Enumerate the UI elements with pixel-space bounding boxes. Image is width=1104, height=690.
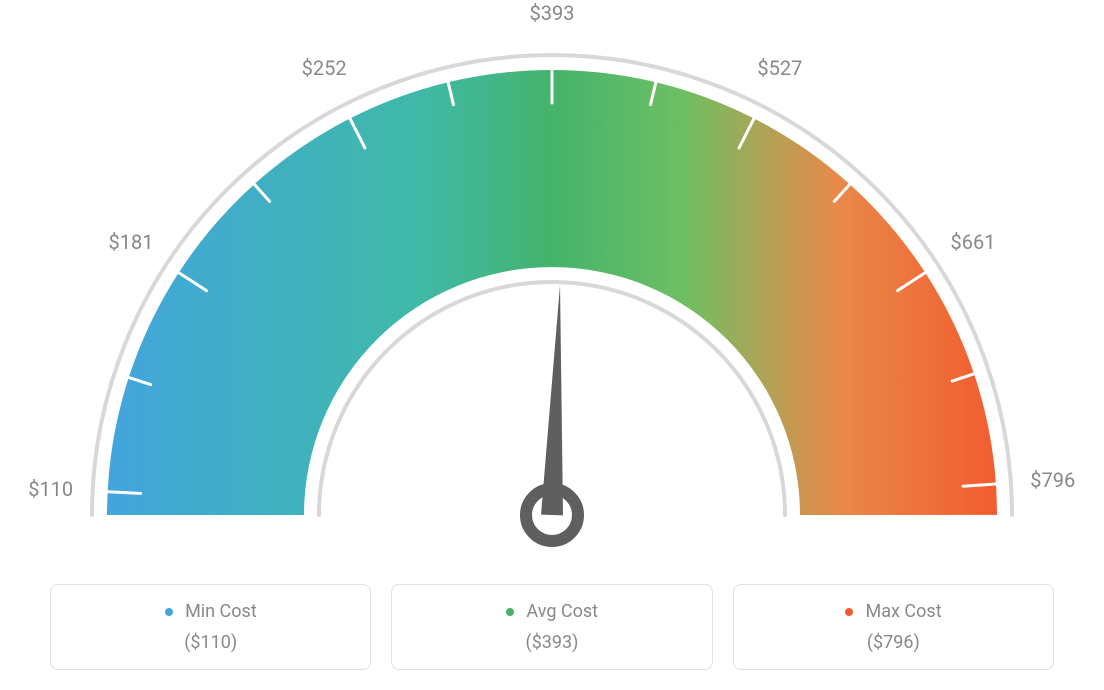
gauge-tick-label: $181 (109, 230, 154, 254)
legend-title: Avg Cost (412, 601, 691, 622)
legend-label: Min Cost (185, 601, 257, 622)
legend-row: Min Cost ($110) Avg Cost ($393) Max Cost… (50, 584, 1054, 670)
legend-title: Min Cost (71, 601, 350, 622)
legend-label: Max Cost (866, 601, 942, 622)
gauge-tick-label: $661 (951, 230, 996, 254)
legend-value: ($110) (71, 632, 350, 653)
legend-card-max: Max Cost ($796) (733, 584, 1054, 670)
legend-title: Max Cost (754, 601, 1033, 622)
legend-card-avg: Avg Cost ($393) (391, 584, 712, 670)
gauge-chart: $110$181$252$393$527$661$796 (0, 10, 1104, 560)
gauge-tick-label: $393 (530, 1, 575, 25)
gauge-tick-label: $796 (1030, 468, 1075, 492)
legend-label: Avg Cost (526, 601, 598, 622)
legend-bullet-min (165, 608, 173, 616)
legend-value: ($393) (412, 632, 691, 653)
gauge-tick-label: $110 (28, 477, 73, 501)
gauge-tick-label: $252 (302, 56, 347, 80)
gauge-svg (0, 10, 1104, 560)
gauge-tick-label: $527 (757, 56, 802, 80)
legend-card-min: Min Cost ($110) (50, 584, 371, 670)
legend-value: ($796) (754, 632, 1033, 653)
legend-bullet-max (845, 608, 853, 616)
legend-bullet-avg (506, 608, 514, 616)
